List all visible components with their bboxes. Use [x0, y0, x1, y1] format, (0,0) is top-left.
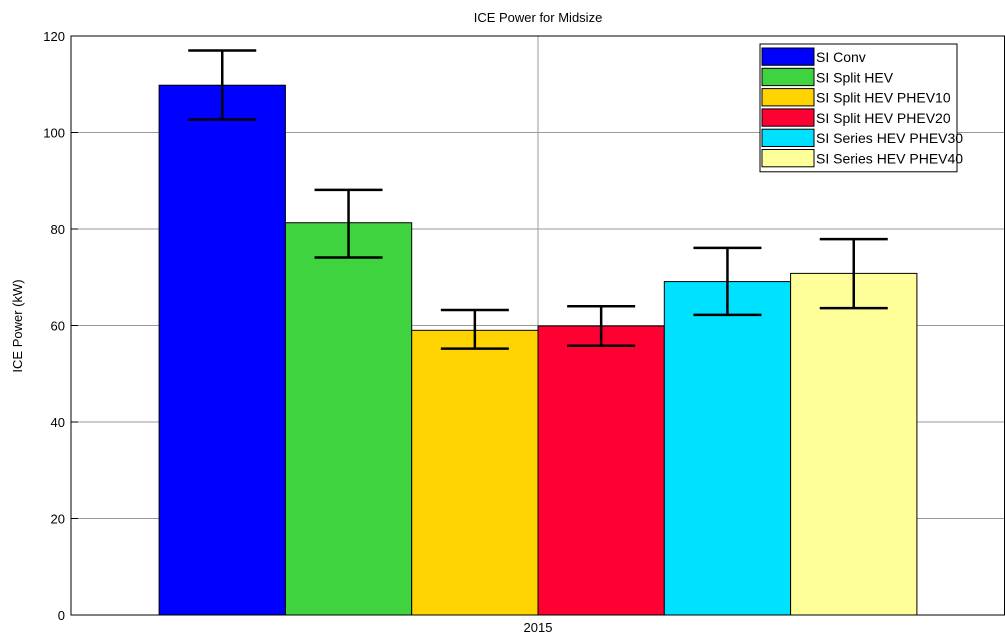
legend-swatch — [761, 47, 815, 66]
y-tick-label: 0 — [58, 608, 65, 623]
legend-label: SI Split HEV — [816, 69, 894, 85]
y-tick-label: 100 — [43, 126, 65, 141]
chart-title: ICE Power for Midsize — [474, 10, 603, 25]
legend-swatch — [761, 149, 815, 168]
bar — [411, 329, 539, 616]
y-tick-label: 40 — [51, 415, 65, 430]
bar — [284, 222, 413, 616]
y-tick-label: 80 — [51, 222, 65, 237]
y-tick-labels: 0 20 40 60 80 100 120 — [43, 29, 65, 623]
legend: SI Conv SI Split HEV SI Split HEV PHEV10 SI… — [759, 43, 963, 173]
error-bars — [188, 49, 888, 350]
bars — [158, 84, 918, 616]
legend-swatch — [761, 128, 815, 147]
bar — [790, 272, 918, 616]
y-tick-label: 60 — [51, 319, 65, 334]
bar — [158, 84, 286, 616]
legend-label: SI Split HEV PHEV10 — [816, 90, 951, 106]
x-tick-label: 2015 — [524, 620, 553, 635]
legend-label: SI Split HEV PHEV20 — [816, 110, 951, 126]
legend-swatch — [761, 108, 815, 127]
y-tick-label: 20 — [51, 512, 65, 527]
legend-swatch — [761, 88, 815, 107]
legend-label: SI Series HEV PHEV30 — [816, 130, 963, 146]
legend-swatch — [761, 67, 815, 87]
bar — [537, 325, 665, 616]
y-tick-label: 120 — [43, 29, 65, 44]
bar — [663, 281, 792, 616]
y-axis-label: ICE Power (kW) — [10, 279, 25, 372]
legend-label: SI Series HEV PHEV40 — [816, 151, 963, 167]
legend-label: SI Conv — [816, 49, 866, 65]
